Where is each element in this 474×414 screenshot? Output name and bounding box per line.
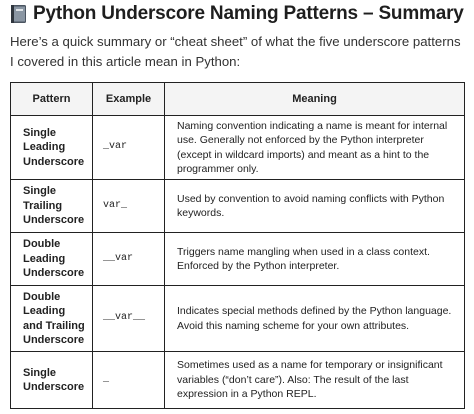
table-row: Single Leading Underscore _var Naming co… — [10, 115, 465, 180]
meaning-cell: Naming convention indicating a name is m… — [164, 115, 465, 180]
header-pattern: Pattern — [10, 82, 93, 116]
pattern-cell: Double Leading and Trailing Underscore — [10, 285, 93, 352]
intro-text: Here’s a quick summary or “cheat sheet” … — [10, 34, 461, 69]
meaning-cell: Triggers name mangling when used in a cl… — [164, 232, 465, 286]
title-row: Python Underscore Naming Patterns – Summ… — [10, 0, 464, 28]
summary-table: Pattern Example Meaning Single Leading U… — [10, 82, 465, 409]
header-example: Example — [92, 82, 165, 116]
example-cell: __var — [92, 232, 165, 286]
table-row: Double Leading and Trailing Underscore _… — [10, 285, 465, 352]
table-row: Single Underscore _ Sometimes used as a … — [10, 351, 465, 409]
table-row: Double Leading Underscore __var Triggers… — [10, 232, 465, 286]
header-meaning: Meaning — [164, 82, 465, 116]
meaning-cell: Sometimes used as a name for temporary o… — [164, 351, 465, 409]
book-icon — [11, 5, 26, 23]
pattern-cell: Single Trailing Underscore — [10, 179, 93, 233]
example-cell: __var__ — [92, 285, 165, 352]
example-cell: _var — [92, 115, 165, 180]
meaning-cell: Indicates special methods defined by the… — [164, 285, 465, 352]
page-title: Python Underscore Naming Patterns – Summ… — [33, 3, 464, 24]
example-cell: var_ — [92, 179, 165, 233]
meaning-cell: Used by convention to avoid naming confl… — [164, 179, 465, 233]
pattern-cell: Single Leading Underscore — [10, 115, 93, 180]
table-row: Single Trailing Underscore var_ Used by … — [10, 179, 465, 233]
pattern-cell: Double Leading Underscore — [10, 232, 93, 286]
table-header-row: Pattern Example Meaning — [10, 82, 465, 116]
example-cell: _ — [92, 351, 165, 409]
pattern-cell: Single Underscore — [10, 351, 93, 409]
